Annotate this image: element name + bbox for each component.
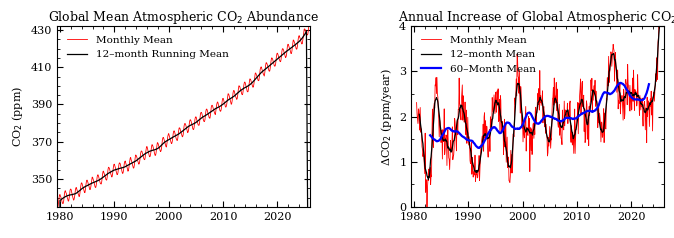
Y-axis label: CO$_2$ (ppm): CO$_2$ (ppm) — [11, 86, 26, 147]
Monthly Mean — [412, 101, 421, 104]
12–month Running Mean — [71, 192, 79, 195]
Line: Monthly Mean: Monthly Mean — [417, 24, 660, 208]
Monthly Mean — [71, 188, 80, 191]
Monthly Mean — [551, 99, 559, 102]
12–month Running Mean — [273, 58, 281, 61]
Line: 12–month Mean: 12–month Mean — [419, 20, 660, 179]
Line: 60–Month Mean: 60–Month Mean — [430, 83, 649, 148]
Monthly Mean — [435, 118, 443, 121]
12–month Running Mean — [303, 30, 311, 33]
Monthly Mean — [423, 207, 431, 209]
12–month Mean — [599, 131, 607, 134]
Y-axis label: ΔCO$_2$ (ppm/year): ΔCO$_2$ (ppm/year) — [379, 68, 394, 165]
60–Month Mean — [633, 98, 641, 101]
Line: 12–month Running Mean: 12–month Running Mean — [57, 31, 309, 238]
Title: Annual Increase of Global Atmospheric CO$_2$: Annual Increase of Global Atmospheric CO… — [398, 9, 674, 26]
Monthly Mean — [141, 156, 149, 159]
60–Month Mean — [644, 85, 652, 88]
Monthly Mean — [269, 59, 277, 62]
Monthly Mean — [656, 22, 664, 25]
Monthly Mean — [188, 123, 196, 126]
12–month Mean — [539, 102, 547, 105]
Monthly Mean — [599, 135, 607, 138]
Monthly Mean — [432, 76, 440, 79]
12–month Mean — [489, 113, 497, 115]
12–month Running Mean — [187, 123, 195, 126]
Monthly Mean — [489, 109, 497, 112]
Monthly Mean — [539, 121, 547, 124]
Monthly Mean — [53, 206, 61, 209]
60–Month Mean — [645, 83, 653, 86]
Legend: Monthly Mean, 12–month Mean, 60–Month Mean: Monthly Mean, 12–month Mean, 60–Month Me… — [417, 31, 540, 78]
12–month Running Mean — [268, 62, 276, 64]
12–month Running Mean — [141, 153, 149, 155]
12–month Mean — [435, 114, 443, 116]
12–month Mean — [656, 19, 664, 22]
12–month Mean — [550, 101, 558, 104]
Title: Global Mean Atmospheric CO$_2$ Abundance: Global Mean Atmospheric CO$_2$ Abundance — [48, 9, 319, 26]
60–Month Mean — [550, 117, 558, 120]
Monthly Mean — [300, 28, 308, 31]
Line: Monthly Mean: Monthly Mean — [57, 26, 309, 208]
60–Month Mean — [553, 118, 561, 121]
Legend: Monthly Mean, 12–month Running Mean: Monthly Mean, 12–month Running Mean — [63, 31, 233, 64]
Monthly Mean — [54, 207, 62, 209]
60–Month Mean — [594, 104, 603, 107]
12–month Mean — [431, 98, 439, 101]
12–month Running Mean — [300, 35, 308, 37]
Monthly Mean — [305, 25, 313, 28]
60–Month Mean — [533, 122, 541, 125]
Monthly Mean — [274, 52, 282, 55]
